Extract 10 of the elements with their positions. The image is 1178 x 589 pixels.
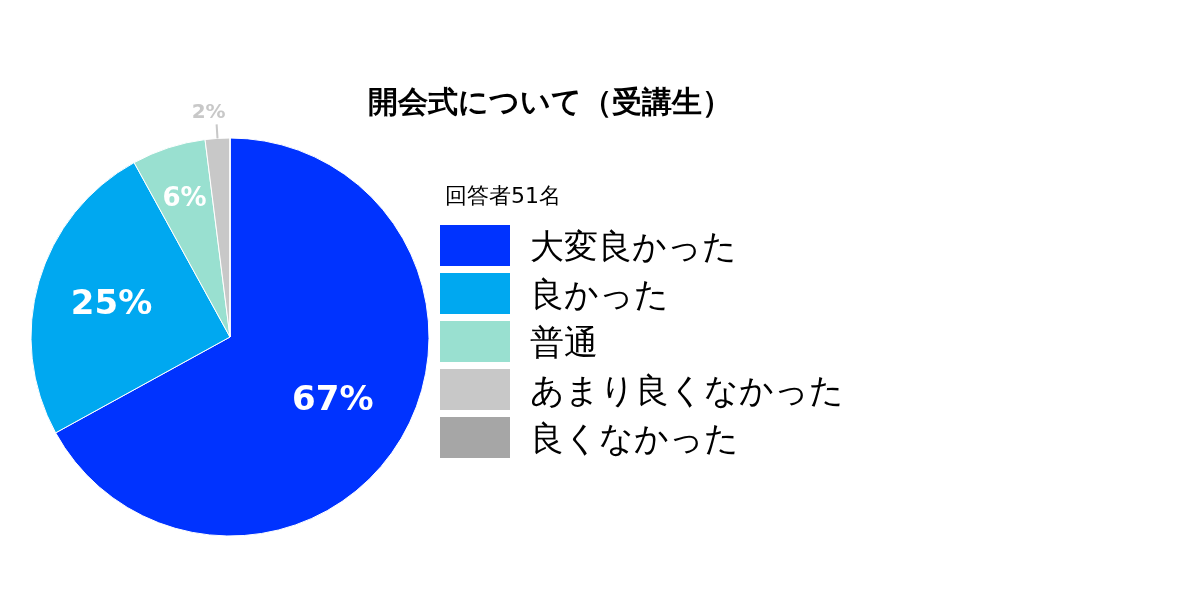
legend-label: 良かった <box>530 274 669 314</box>
data-label: 67% <box>292 377 374 418</box>
legend-label: 大変良かった <box>530 226 737 266</box>
legend-label: 良くなかった <box>530 418 739 458</box>
data-label: 25% <box>70 282 153 323</box>
legend-label: あまり良くなかった <box>530 370 844 410</box>
data-label: 6% <box>162 182 207 213</box>
chart-title: 開会式について（受講生） <box>368 84 732 119</box>
legend-label: 普通 <box>530 322 598 362</box>
legend-title: 回答者51名 <box>445 183 561 208</box>
